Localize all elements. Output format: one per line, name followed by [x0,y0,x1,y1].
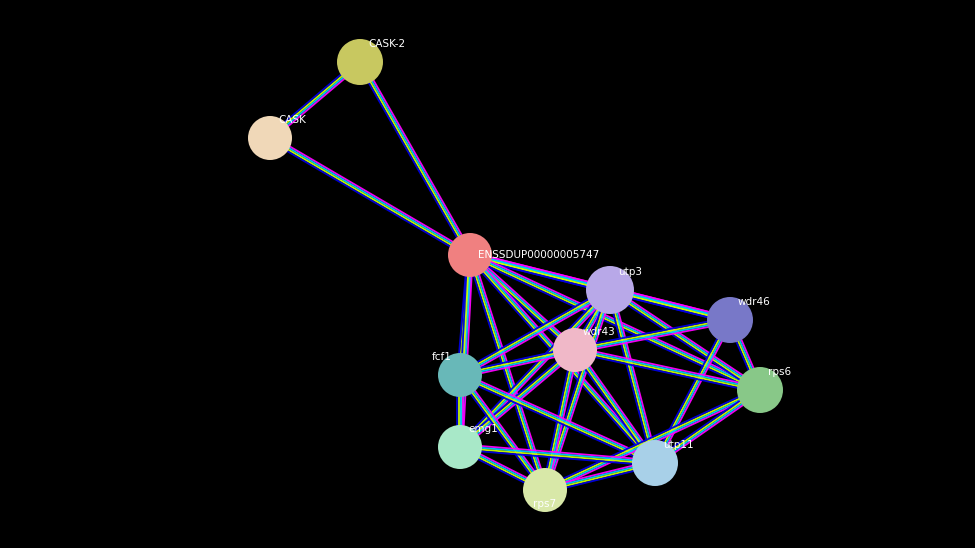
Text: ENSSDUP00000005747: ENSSDUP00000005747 [478,250,600,260]
Circle shape [737,367,783,413]
Text: fcf1: fcf1 [432,352,452,362]
Text: rps6: rps6 [768,367,791,377]
Text: wdr43: wdr43 [583,327,616,337]
Circle shape [632,440,678,486]
Text: rps7: rps7 [533,499,557,509]
Circle shape [707,297,753,343]
Text: utp11: utp11 [663,440,693,450]
Circle shape [438,425,482,469]
Circle shape [448,233,492,277]
Circle shape [337,39,383,85]
Circle shape [438,353,482,397]
Circle shape [553,328,597,372]
Circle shape [248,116,292,160]
Circle shape [523,468,567,512]
Text: emg1: emg1 [468,424,498,434]
Text: CASK-2: CASK-2 [368,39,406,49]
Text: wdr46: wdr46 [738,297,771,307]
Text: utp3: utp3 [618,267,642,277]
Circle shape [586,266,634,314]
Text: CASK: CASK [278,115,306,125]
